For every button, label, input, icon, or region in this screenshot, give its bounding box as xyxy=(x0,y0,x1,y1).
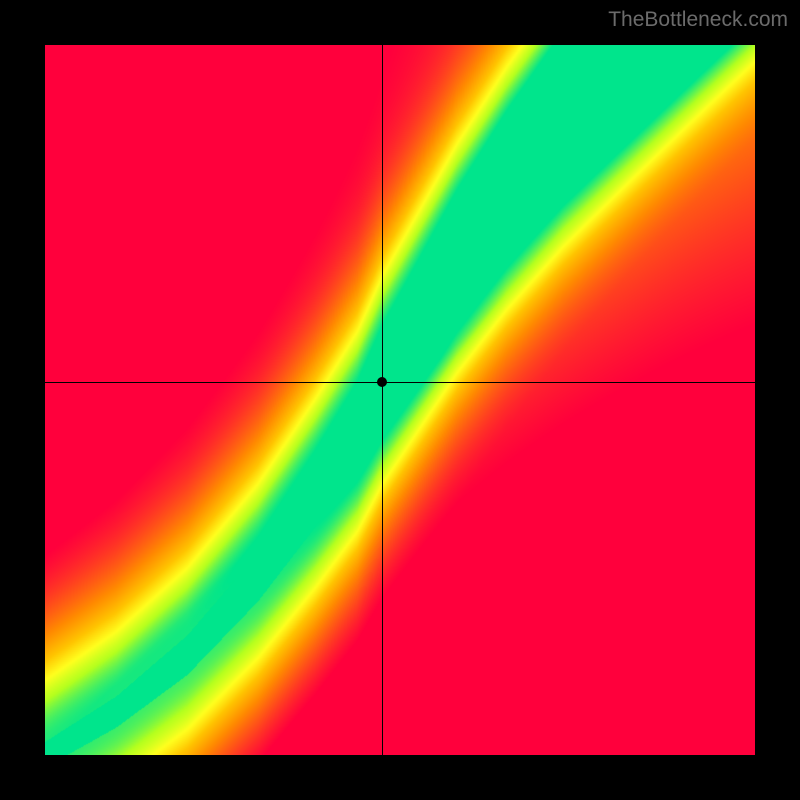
heatmap-canvas xyxy=(45,45,755,755)
crosshair-horizontal xyxy=(45,382,755,383)
crosshair-vertical xyxy=(382,45,383,755)
chart-area xyxy=(45,45,755,755)
watermark-text: TheBottleneck.com xyxy=(608,8,788,32)
marker-point xyxy=(377,377,387,387)
chart-container: TheBottleneck.com xyxy=(0,0,800,800)
